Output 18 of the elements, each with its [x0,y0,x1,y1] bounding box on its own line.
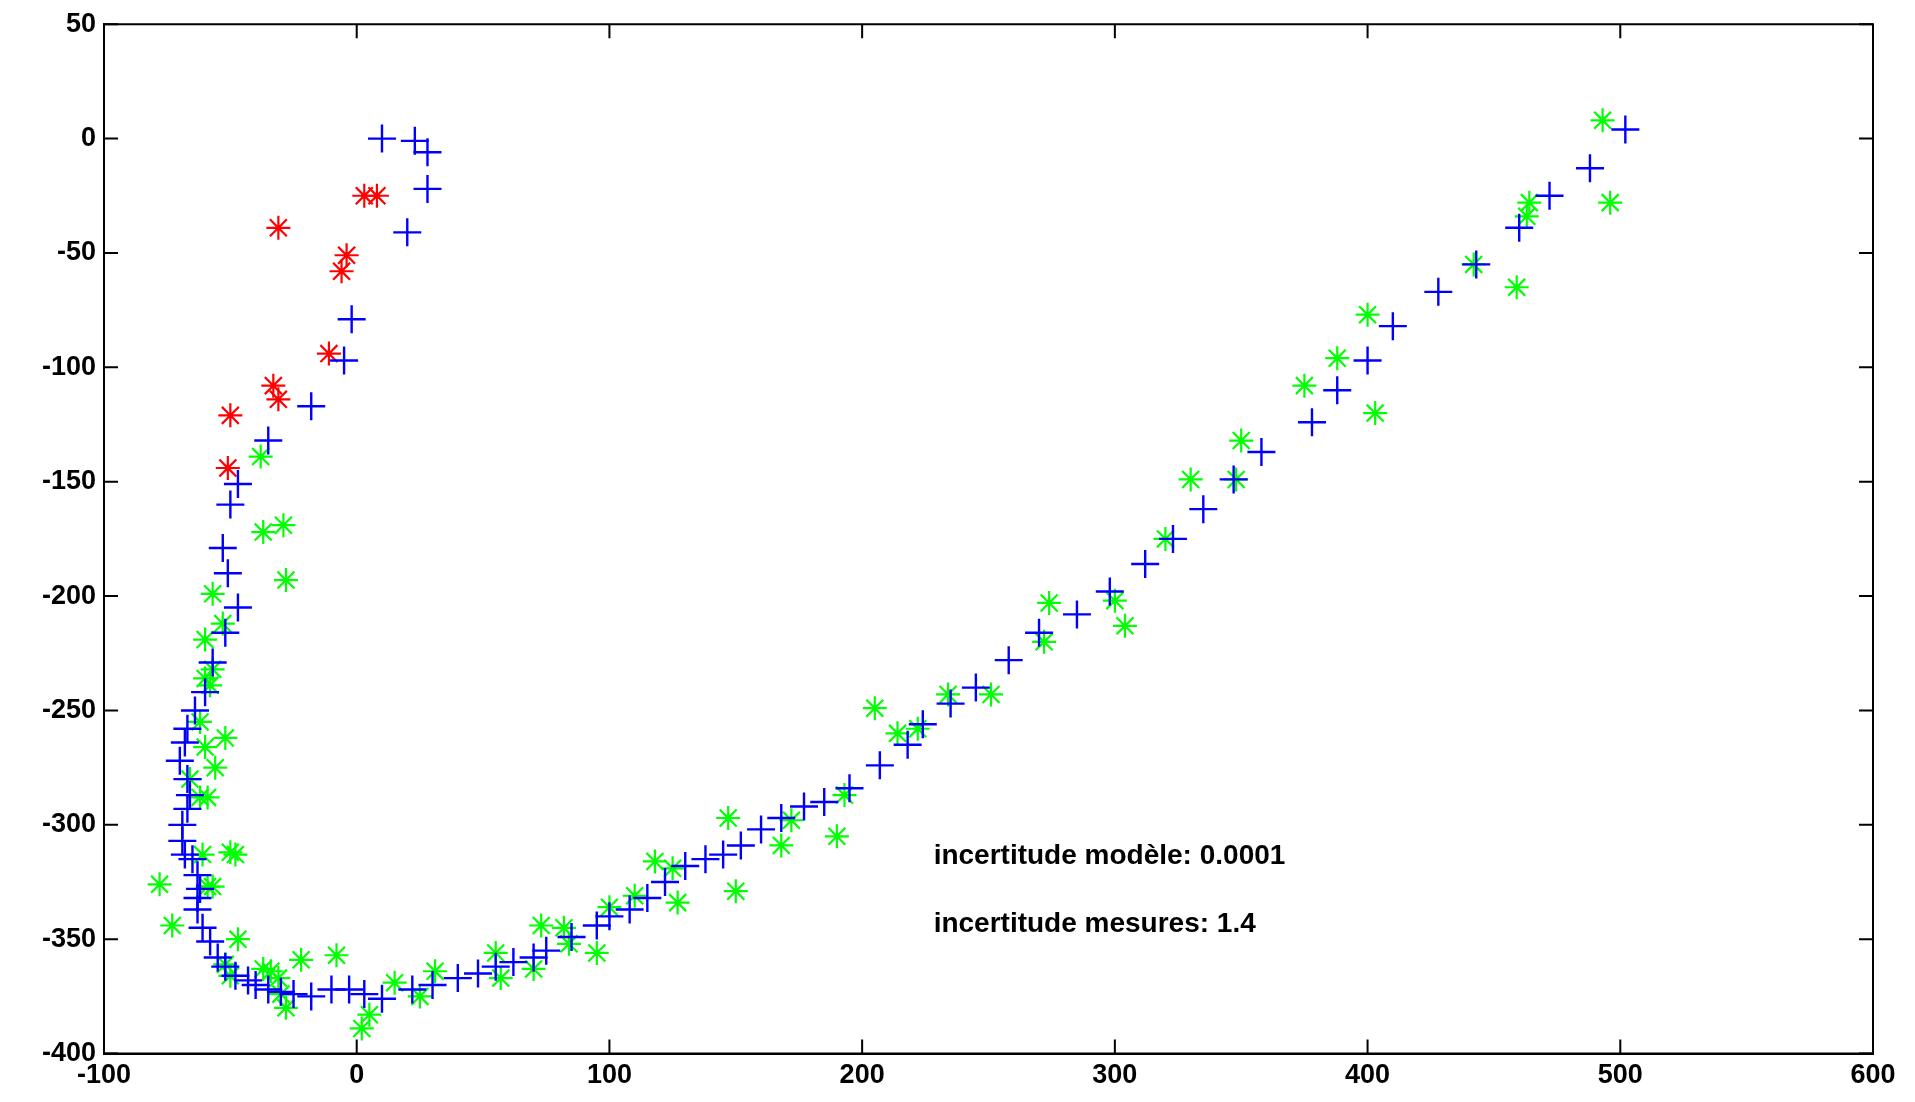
annotation: incertitude modèle: 0.0001 [933,838,1286,870]
y-tick-label: -100 [41,350,96,381]
x-tick-label: 0 [349,1059,365,1090]
y-tick-label: -150 [41,465,96,496]
x-tick-label: 400 [1345,1059,1391,1090]
y-tick-label: -250 [41,693,96,724]
y-tick-label: -50 [56,236,96,267]
annotation: incertitude mesures: 1.4 [933,907,1257,939]
y-tick-label: -200 [41,579,96,610]
x-tick-label: 600 [1850,1059,1896,1090]
y-tick-label: -300 [41,808,96,839]
x-tick-label: 300 [1092,1059,1138,1090]
x-tick-label: 200 [839,1059,885,1090]
y-tick-label: 0 [80,122,96,153]
y-tick-label: 50 [65,7,96,38]
x-tick-label: 500 [1597,1059,1643,1090]
x-tick-label: 100 [586,1059,632,1090]
y-tick-label: -350 [41,922,96,953]
